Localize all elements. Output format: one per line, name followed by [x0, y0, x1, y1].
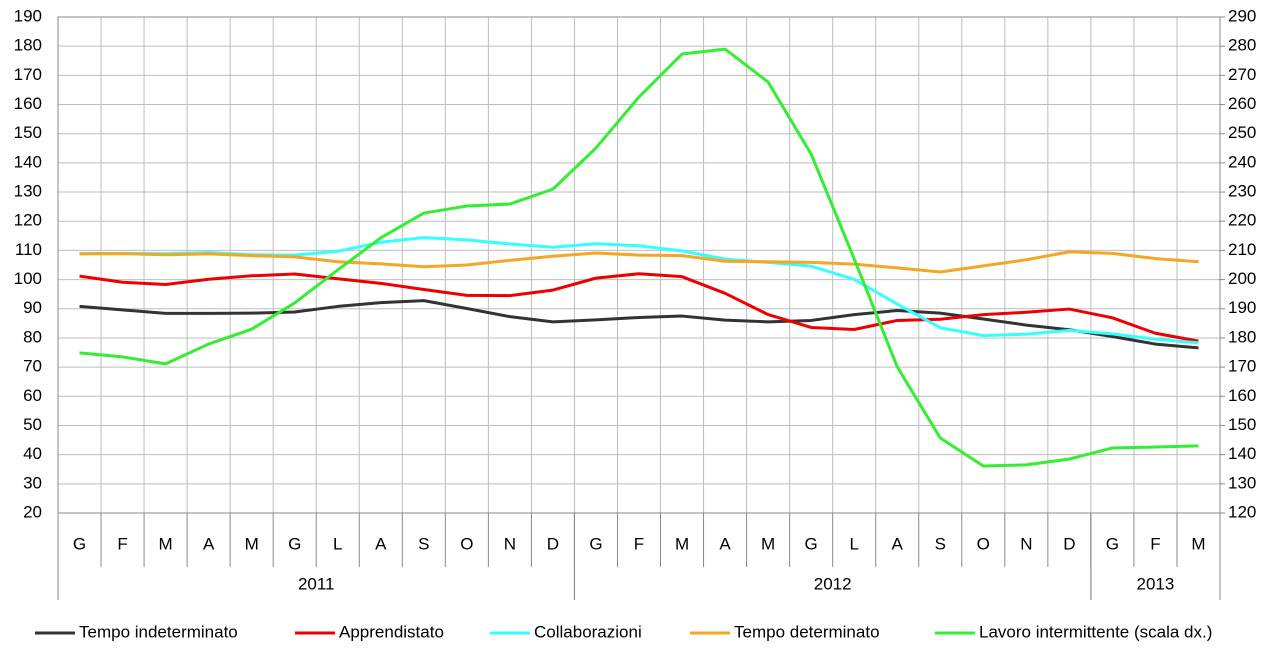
group-label: 2012 — [814, 574, 852, 593]
x-tick-label: M — [761, 534, 775, 553]
x-tick-label: N — [504, 534, 516, 553]
x-tick-label: G — [73, 534, 86, 553]
x-tick-label: L — [849, 534, 858, 553]
y2-tick-label: 130 — [1228, 473, 1256, 492]
legend-label: Collaborazioni — [534, 622, 642, 641]
y-tick-label: 160 — [14, 94, 42, 113]
x-tick-label: M — [245, 534, 259, 553]
x-tick-label: G — [589, 534, 602, 553]
x-tick-label: D — [547, 534, 559, 553]
series-line — [79, 250, 1199, 274]
y-tick-label: 180 — [14, 36, 42, 55]
y-tick-label: 70 — [23, 357, 42, 376]
y-tick-label: 20 — [23, 502, 42, 521]
y-tick-label: 90 — [23, 298, 42, 317]
x-tick-label: O — [460, 534, 473, 553]
y-tick-label: 190 — [14, 6, 42, 25]
x-tick-label: F — [1150, 534, 1160, 553]
x-tick-label: A — [719, 534, 731, 553]
y-tick-label: 140 — [14, 152, 42, 171]
legend-label: Lavoro intermittente (scala dx.) — [979, 622, 1212, 641]
legend-label: Tempo determinato — [734, 622, 880, 641]
y2-tick-label: 270 — [1228, 65, 1256, 84]
x-tick-label: G — [288, 534, 301, 553]
y2-tick-label: 290 — [1228, 6, 1256, 25]
y2-tick-label: 120 — [1228, 502, 1256, 521]
x-tick-label: D — [1063, 534, 1075, 553]
y2-tick-label: 150 — [1228, 415, 1256, 434]
x-tick-label: A — [203, 534, 215, 553]
x-tick-label: M — [1191, 534, 1205, 553]
x-tick-label: O — [977, 534, 990, 553]
series-line — [79, 299, 1199, 350]
y-tick-label: 120 — [14, 211, 42, 230]
y2-tick-label: 160 — [1228, 386, 1256, 405]
y-tick-label: 50 — [23, 415, 42, 434]
y-tick-label: 170 — [14, 65, 42, 84]
x-tick-label: M — [159, 534, 173, 553]
y2-tick-label: 210 — [1228, 240, 1256, 259]
x-tick-label: A — [375, 534, 387, 553]
y2-tick-label: 230 — [1228, 182, 1256, 201]
x-tick-label: G — [1106, 534, 1119, 553]
y-tick-label: 80 — [23, 327, 42, 346]
x-tick-label: A — [892, 534, 904, 553]
y2-tick-label: 220 — [1228, 211, 1256, 230]
y-tick-label: 30 — [23, 473, 42, 492]
y-tick-label: 40 — [23, 444, 42, 463]
x-tick-label: N — [1020, 534, 1032, 553]
y2-tick-label: 190 — [1228, 298, 1256, 317]
y-tick-label: 130 — [14, 182, 42, 201]
x-tick-label: F — [634, 534, 644, 553]
x-tick-label: F — [117, 534, 127, 553]
y2-tick-label: 260 — [1228, 94, 1256, 113]
x-tick-label: M — [675, 534, 689, 553]
y-tick-label: 60 — [23, 386, 42, 405]
series-line — [79, 236, 1199, 345]
y2-tick-label: 280 — [1228, 36, 1256, 55]
y-tick-label: 100 — [14, 269, 42, 288]
x-tick-label: S — [418, 534, 429, 553]
y2-tick-label: 170 — [1228, 357, 1256, 376]
y2-tick-label: 200 — [1228, 269, 1256, 288]
x-tick-label: G — [805, 534, 818, 553]
legend-label: Apprendistato — [339, 622, 444, 641]
series-line — [79, 272, 1199, 343]
y2-tick-label: 250 — [1228, 123, 1256, 142]
x-tick-label: L — [333, 534, 342, 553]
series-line — [79, 47, 1199, 468]
group-label: 2013 — [1137, 574, 1175, 593]
x-tick-label: S — [935, 534, 946, 553]
legend-label: Tempo indeterminato — [79, 622, 238, 641]
y2-tick-label: 240 — [1228, 152, 1256, 171]
plot-border — [57, 16, 1221, 514]
y2-tick-label: 140 — [1228, 444, 1256, 463]
group-label: 2011 — [298, 574, 335, 593]
y-tick-label: 110 — [15, 240, 42, 259]
y2-tick-label: 180 — [1228, 327, 1256, 346]
y-tick-label: 150 — [14, 123, 42, 142]
